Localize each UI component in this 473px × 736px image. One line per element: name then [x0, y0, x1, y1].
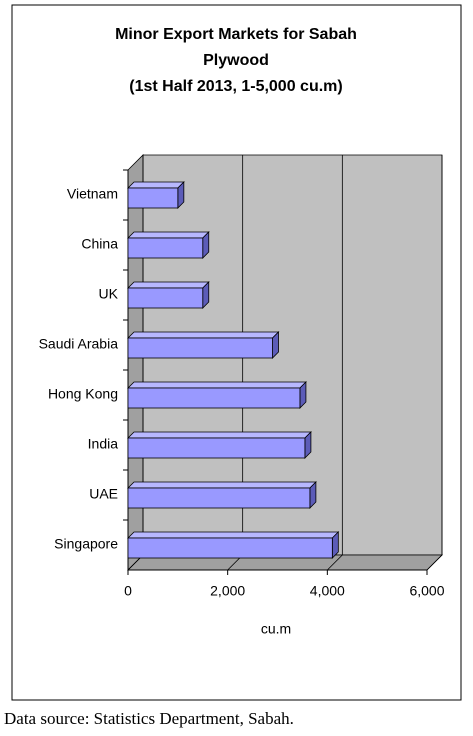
y-tick-label: Vietnam — [67, 186, 118, 202]
y-tick-label: Singapore — [54, 536, 118, 552]
y-tick-label: Hong Kong — [48, 386, 118, 402]
bar — [127, 387, 301, 409]
y-tick-label: China — [81, 236, 118, 252]
x-tick-label: 2,000 — [210, 583, 245, 599]
bar-top — [127, 231, 210, 239]
bar-top — [127, 181, 185, 189]
bar — [127, 487, 311, 509]
grid-line — [327, 155, 343, 571]
source-note: Data source: Statistics Department, Saba… — [4, 709, 294, 728]
x-axis-label: cu.m — [261, 621, 291, 637]
bar-top — [127, 281, 210, 289]
bar — [127, 287, 204, 309]
chart-title: Plywood — [203, 52, 269, 69]
x-tick-label: 6,000 — [409, 583, 444, 599]
y-tick-label: UK — [99, 286, 119, 302]
bar — [127, 537, 333, 559]
bar — [127, 237, 204, 259]
chart-title: (1st Half 2013, 1-5,000 cu.m) — [129, 78, 342, 95]
x-tick-label: 4,000 — [310, 583, 345, 599]
y-tick-label: India — [88, 436, 119, 452]
bar-top — [127, 381, 307, 389]
bar-top — [127, 431, 312, 439]
bar — [127, 187, 179, 209]
y-tick-label: Saudi Arabia — [39, 336, 119, 352]
bar-top — [127, 531, 340, 539]
y-tick-label: UAE — [89, 486, 118, 502]
bar-top — [127, 331, 280, 339]
grid-line — [426, 155, 443, 571]
bar — [127, 437, 306, 459]
chart-title: Minor Export Markets for Sabah — [115, 26, 357, 43]
bar-top — [127, 481, 317, 489]
x-tick-label: 0 — [124, 583, 132, 599]
bar — [127, 337, 273, 359]
